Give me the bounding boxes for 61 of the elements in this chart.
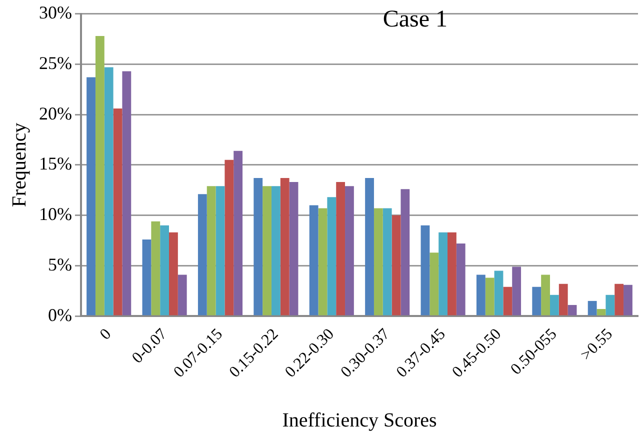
bar — [169, 232, 178, 316]
bar — [160, 225, 169, 316]
bar — [142, 239, 152, 316]
bar — [448, 232, 456, 316]
y-tick-label: 0% — [48, 304, 72, 325]
y-tick-label: 20% — [38, 103, 72, 124]
bar — [606, 294, 615, 316]
bar — [596, 309, 606, 316]
y-axis-title: Frequency — [8, 122, 30, 208]
x-axis-title: Inefficiency Scores — [282, 409, 437, 432]
bar — [541, 274, 550, 316]
bar — [234, 150, 243, 316]
bar — [86, 77, 96, 316]
bar — [512, 266, 522, 316]
bar — [392, 215, 401, 316]
bar — [420, 225, 430, 316]
y-tick-label: 25% — [38, 52, 72, 73]
x-tick-label: 0 — [96, 326, 115, 344]
bar — [262, 186, 272, 316]
bar — [624, 284, 632, 316]
y-tick-label: 10% — [38, 204, 72, 224]
bar — [558, 284, 568, 316]
bar — [254, 178, 263, 316]
bar — [104, 67, 114, 316]
bar — [532, 286, 542, 316]
bar — [95, 36, 104, 316]
bar — [365, 178, 374, 316]
bar — [382, 208, 392, 316]
bar — [550, 294, 559, 316]
bar — [280, 178, 290, 316]
bar — [151, 221, 160, 316]
bar — [271, 186, 280, 316]
bar — [198, 194, 207, 316]
bar — [430, 252, 439, 316]
bar — [476, 274, 486, 316]
bar — [456, 244, 466, 316]
bar — [374, 208, 383, 316]
bar — [309, 205, 318, 316]
y-tick-label: 5% — [48, 254, 72, 274]
y-tick-label: 15% — [38, 154, 72, 174]
bar — [216, 186, 225, 316]
bar — [494, 270, 504, 316]
bar — [614, 284, 624, 316]
bar — [336, 182, 346, 316]
bar — [400, 189, 410, 316]
y-tick-label: 30% — [38, 2, 72, 23]
bar — [206, 186, 216, 316]
bar — [438, 232, 448, 316]
bar — [122, 71, 132, 316]
bar — [327, 197, 336, 316]
bar — [318, 208, 328, 316]
bar — [289, 182, 298, 316]
bar — [224, 160, 234, 316]
bar — [178, 274, 187, 316]
bar — [503, 286, 512, 316]
bar — [113, 108, 122, 316]
bar — [588, 300, 597, 316]
chart-title: Case 1 — [382, 6, 448, 32]
bar — [345, 186, 354, 316]
bar — [568, 304, 577, 316]
bar — [485, 278, 494, 316]
